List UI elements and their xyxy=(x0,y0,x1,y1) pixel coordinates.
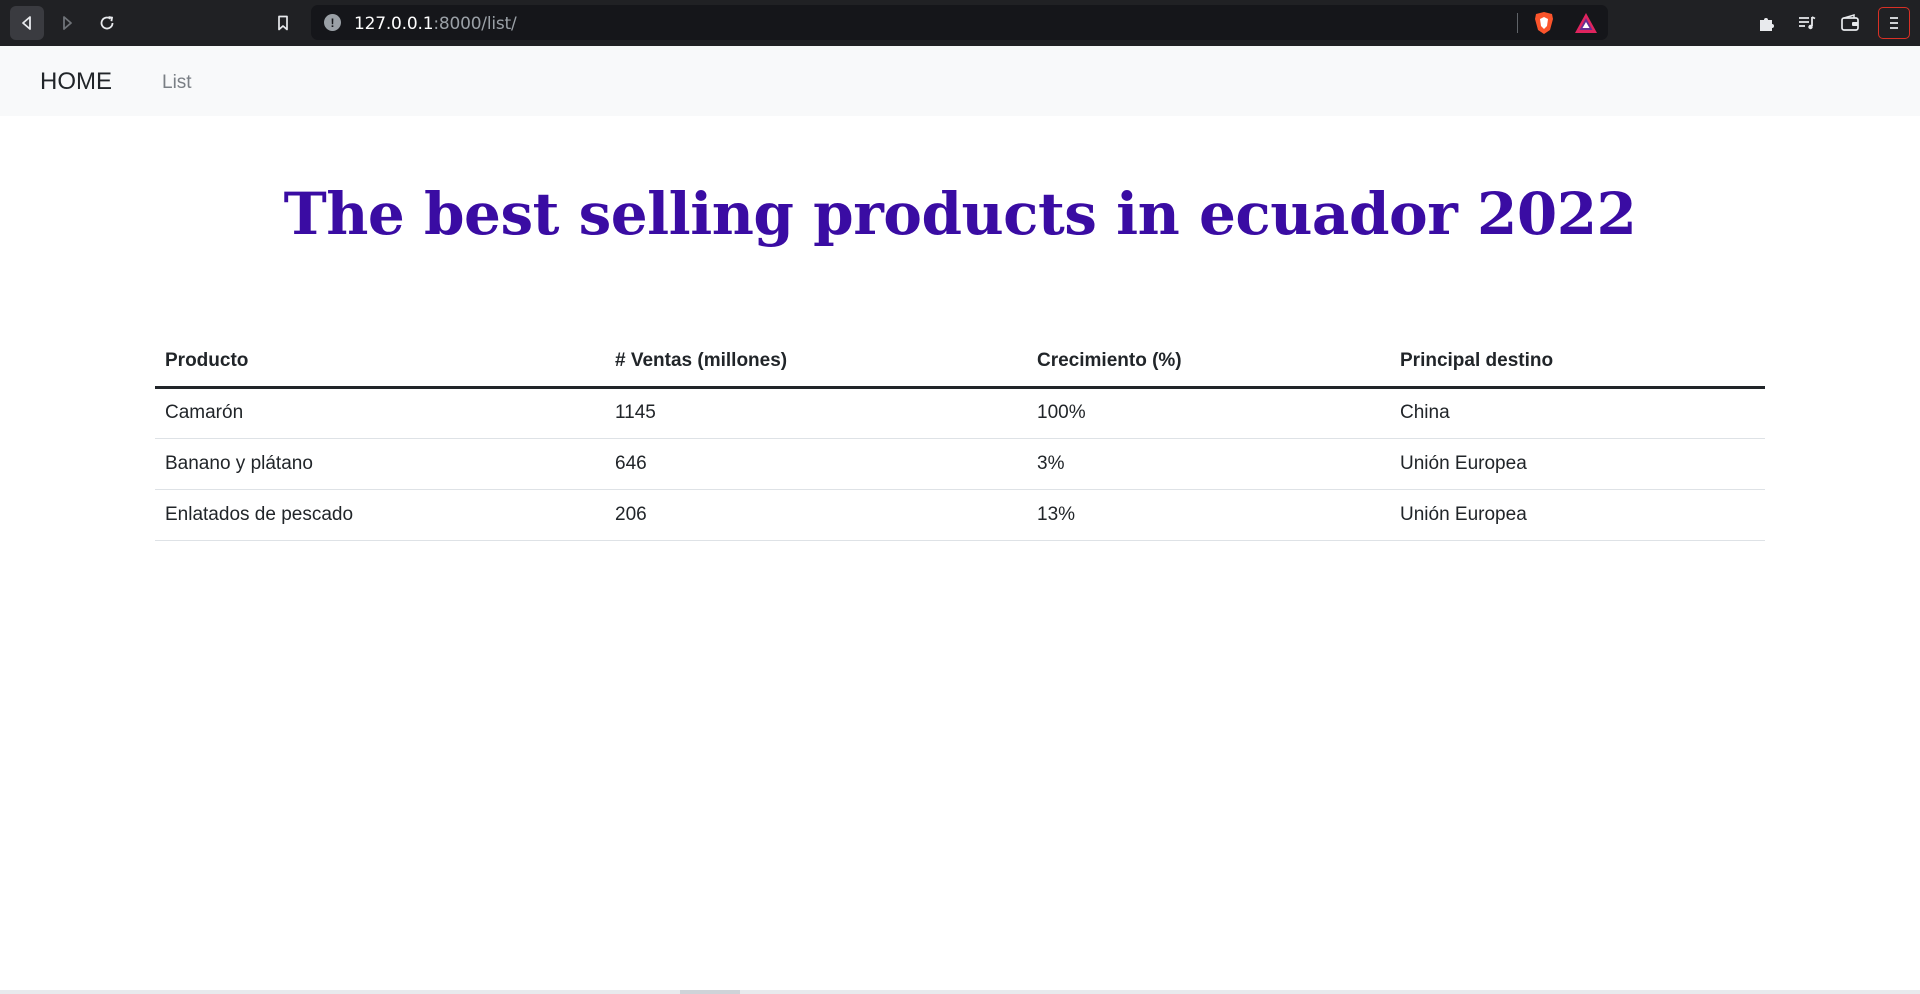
address-bar[interactable]: ! 127.0.0.1:8000/list/ xyxy=(311,5,1608,40)
reload-icon xyxy=(100,16,114,30)
puzzle-piece-icon xyxy=(1760,18,1774,31)
site-navbar: HOME List xyxy=(0,46,1920,116)
browser-toolbar: ! 127.0.0.1:8000/list/ xyxy=(0,0,1920,46)
column-header-destino: Principal destino xyxy=(1390,337,1765,389)
table-header-row: Producto # Ventas (millones) Crecimiento… xyxy=(155,337,1765,389)
url-divider xyxy=(1517,13,1518,33)
column-header-producto: Producto xyxy=(155,337,605,389)
cell-crecimiento: 3% xyxy=(1027,438,1390,490)
cell-producto: Banano y plátano xyxy=(155,438,605,490)
cell-crecimiento: 100% xyxy=(1027,387,1390,439)
cell-ventas: 646 xyxy=(605,438,1027,490)
table-row: Banano y plátano 646 3% Unión Europea xyxy=(155,438,1765,490)
bookmark-button[interactable] xyxy=(266,6,300,40)
cell-destino: Unión Europea xyxy=(1390,489,1765,541)
playlist-icon xyxy=(1799,16,1816,30)
url-path: :8000/list/ xyxy=(433,14,517,34)
url-text[interactable]: 127.0.0.1:8000/list/ xyxy=(354,14,517,34)
extensions-button[interactable] xyxy=(1752,8,1782,38)
url-host: 127.0.0.1 xyxy=(354,14,434,34)
brave-shield-icon[interactable] xyxy=(1533,11,1555,35)
cell-ventas: 206 xyxy=(605,489,1027,541)
table-row: Camarón 1145 100% China xyxy=(155,387,1765,439)
forward-arrow-icon xyxy=(63,16,72,30)
cell-crecimiento: 13% xyxy=(1027,489,1390,541)
cell-destino: Unión Europea xyxy=(1390,438,1765,490)
wallet-icon xyxy=(1841,13,1859,31)
brave-rewards-icon[interactable] xyxy=(1574,12,1598,34)
browser-menu-button[interactable] xyxy=(1878,7,1910,39)
reload-button[interactable] xyxy=(90,6,124,40)
site-info-icon[interactable]: ! xyxy=(324,14,341,31)
cell-ventas: 1145 xyxy=(605,387,1027,439)
wallet-button[interactable] xyxy=(1835,8,1865,38)
page-title: The best selling products in ecuador 202… xyxy=(283,180,1637,248)
scrollbar-thumb[interactable] xyxy=(680,990,740,994)
cell-destino: China xyxy=(1390,387,1765,439)
hamburger-menu-icon xyxy=(1890,17,1898,29)
forward-button[interactable] xyxy=(50,6,84,40)
horizontal-scrollbar[interactable] xyxy=(0,990,1920,994)
nav-link-list[interactable]: List xyxy=(162,72,192,93)
bookmark-icon xyxy=(278,15,288,31)
products-table: Producto # Ventas (millones) Crecimiento… xyxy=(155,337,1765,541)
playlist-button[interactable] xyxy=(1792,8,1822,38)
cell-producto: Camarón xyxy=(155,387,605,439)
cell-producto: Enlatados de pescado xyxy=(155,489,605,541)
back-button[interactable] xyxy=(10,6,44,40)
products-table-container: Producto # Ventas (millones) Crecimiento… xyxy=(155,337,1765,541)
table-row: Enlatados de pescado 206 13% Unión Europ… xyxy=(155,489,1765,541)
home-brand-link[interactable]: HOME xyxy=(40,68,112,95)
column-header-crecimiento: Crecimiento (%) xyxy=(1027,337,1390,389)
back-arrow-icon xyxy=(22,16,31,30)
column-header-ventas: # Ventas (millones) xyxy=(605,337,1027,389)
